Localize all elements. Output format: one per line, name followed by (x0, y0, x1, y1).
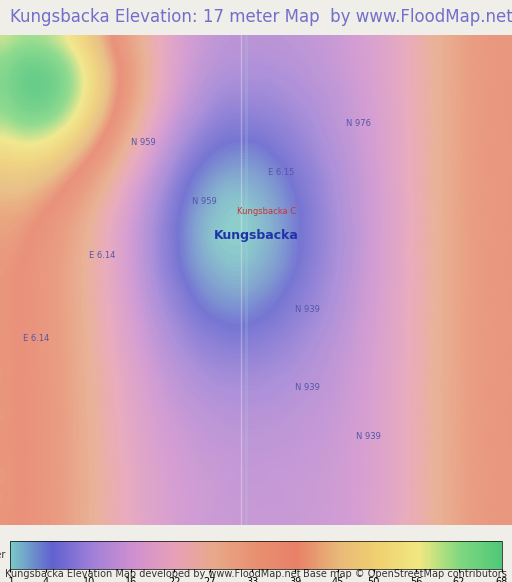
Text: E 6.15: E 6.15 (268, 168, 295, 177)
Text: N 959: N 959 (193, 197, 217, 206)
Text: E 6.14: E 6.14 (23, 334, 49, 343)
Text: E 6.14: E 6.14 (89, 251, 116, 260)
Text: Base map © OpenStreetMap contributors: Base map © OpenStreetMap contributors (303, 569, 507, 579)
Text: N 939: N 939 (356, 432, 381, 441)
Text: Kungsbacka C: Kungsbacka C (237, 207, 296, 216)
Text: meter: meter (0, 550, 5, 560)
Text: Kungsbacka: Kungsbacka (214, 229, 298, 242)
Text: N 939: N 939 (295, 305, 319, 314)
Text: N 959: N 959 (131, 139, 156, 147)
Text: Kungsbacka Elevation Map developed by www.FloodMap.net: Kungsbacka Elevation Map developed by ww… (5, 569, 301, 579)
Text: N 976: N 976 (346, 119, 371, 127)
Text: N 939: N 939 (295, 384, 319, 392)
Text: Kungsbacka Elevation: 17 meter Map  by www.FloodMap.net (beta): Kungsbacka Elevation: 17 meter Map by ww… (10, 9, 512, 27)
